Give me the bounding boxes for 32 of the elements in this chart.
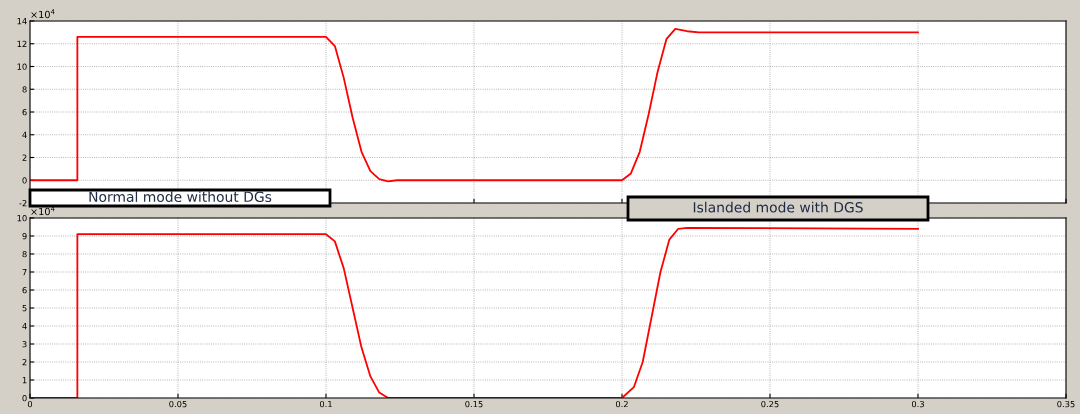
x-tick-label: 0.2 <box>615 400 628 408</box>
x-tick-label: 0.25 <box>761 400 779 408</box>
y-tick-label: 10 <box>17 214 27 222</box>
x-tick-label: 0.35 <box>1057 400 1075 408</box>
x-tick-label: 0.1 <box>319 400 332 408</box>
y-tick-label: 14 <box>17 18 27 25</box>
y-tick-label: 3 <box>22 340 27 348</box>
y-tick-label: 8 <box>22 86 27 93</box>
y-tick-label: 6 <box>22 286 27 294</box>
line-series <box>30 28 919 183</box>
y-tick-label: 2 <box>22 358 27 366</box>
y-tick-label: 7 <box>22 269 27 276</box>
annotation: Normal mode without DGs <box>89 191 272 203</box>
x-tick-label: 0.05 <box>169 400 187 408</box>
x-tick-label: 0 <box>27 400 33 408</box>
y-tick-label: 9 <box>22 232 27 240</box>
y-tick-label: 12 <box>17 40 27 47</box>
y-axis-title: ×10$^{4}$ <box>31 9 55 19</box>
y-tick-label: 10 <box>17 63 27 70</box>
x-tick-label: 0.3 <box>911 400 924 408</box>
y-tick-label: 2 <box>22 154 27 161</box>
y-tick-label: 1 <box>22 377 27 384</box>
y-tick-label: 0 <box>22 394 27 402</box>
y-tick-label: 0 <box>22 177 27 184</box>
y-tick-label: 4 <box>22 131 27 138</box>
y-tick-label: 8 <box>22 250 27 258</box>
annotation: Islanded mode with DGS <box>693 201 863 213</box>
y-tick-label: 5 <box>22 305 27 312</box>
y-tick-label: 4 <box>22 323 27 330</box>
x-tick-label: 0.15 <box>465 400 483 408</box>
y-tick-label: -2 <box>19 199 27 207</box>
y-tick-label: 6 <box>22 108 27 116</box>
